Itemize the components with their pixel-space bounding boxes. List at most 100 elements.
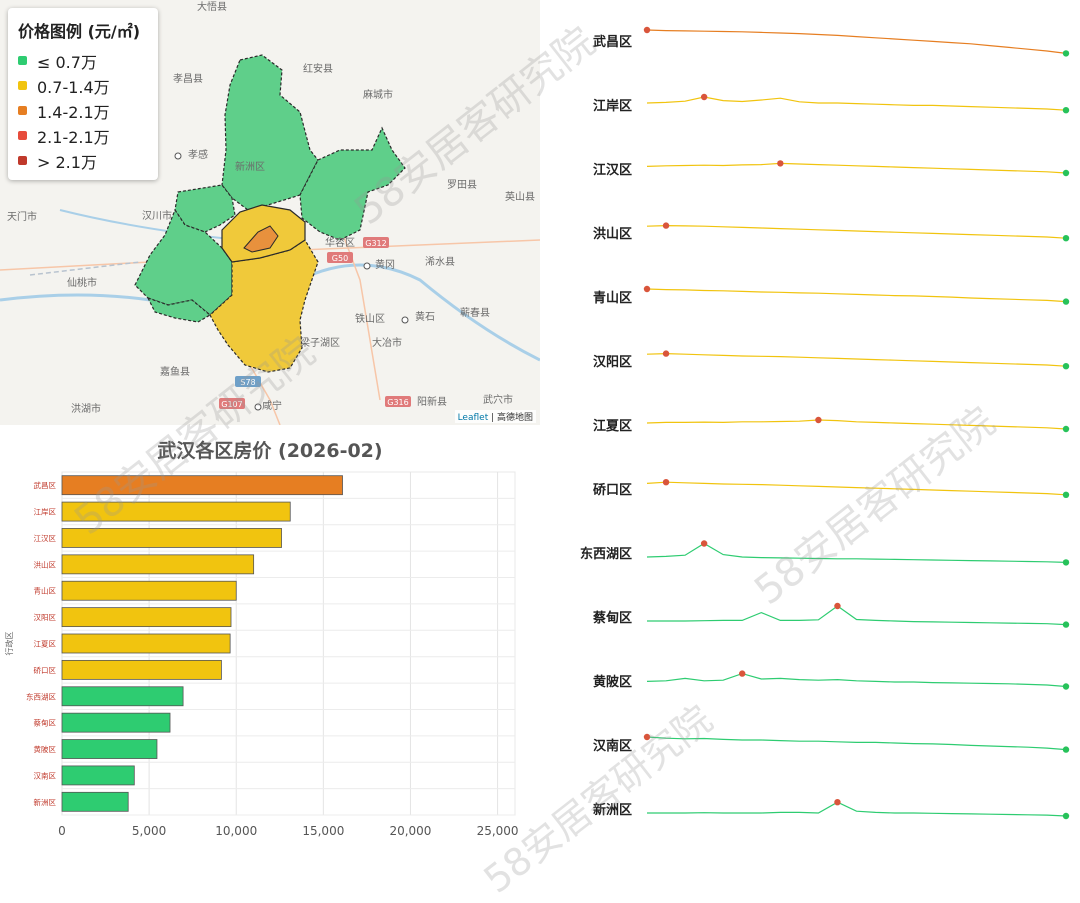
x-tick-label: 15,000: [302, 824, 344, 838]
sparkline-end-marker: [1062, 621, 1070, 628]
sparkline-label: 汉阳区: [593, 354, 632, 370]
legend-label: 0.7-1.4万: [37, 77, 110, 97]
sparkline-end-marker: [1062, 559, 1070, 566]
road-shield: [385, 396, 411, 407]
map-place-label: 仙桃市: [67, 276, 97, 289]
legend-label: ≤ 0.7万: [37, 52, 97, 72]
sparkline-peak-marker: [739, 670, 746, 677]
road-shield-label: S78: [240, 378, 255, 387]
y-tick-label: 黄陂区: [34, 744, 57, 754]
sparkline-end-marker: [1062, 363, 1070, 370]
map-place-label: 阳新县: [417, 395, 447, 408]
sparkline-label: 青山区: [593, 290, 632, 306]
map-attribution[interactable]: Leaflet | 高德地图: [454, 410, 536, 423]
district-price-bar-chart: 武汉各区房价 (2026-02) 0 5,000 10,000 15,000 20,000…: [0, 425, 540, 850]
y-tick-label: 蔡甸区: [34, 718, 57, 728]
y-tick-label: 江汉区: [34, 534, 57, 543]
map-place-label: 大悟县: [197, 0, 227, 13]
road-shield: [219, 398, 245, 409]
map-place-label: 咸宁: [262, 399, 282, 412]
district-caidian: [134, 208, 233, 316]
sparkline-end-marker: [1062, 491, 1070, 498]
legend-swatch: [18, 131, 27, 140]
sparkline-label: 洪山区: [593, 226, 632, 242]
map-place-label: 孝昌县: [173, 73, 203, 85]
map-place-label: 红安县: [303, 62, 333, 75]
road-shield-label: G50: [332, 254, 348, 263]
map-place-label: 嘉鱼县: [160, 365, 190, 378]
map-place-label: 黄冈: [375, 258, 395, 271]
sparkline-label: 新洲区: [593, 802, 632, 818]
city-dot: [254, 403, 262, 411]
leaflet-link[interactable]: Leaflet: [457, 413, 489, 423]
sparkline-peak-marker: [662, 350, 670, 357]
y-tick-label: 青山区: [34, 586, 57, 596]
sparkline-label: 黄陂区: [593, 674, 632, 690]
bar-黄陂区: [61, 739, 158, 759]
sparkline-江汉区: [646, 162, 1067, 174]
sparkline-汉南区: [646, 736, 1067, 751]
road-shield-label: G312: [365, 239, 386, 248]
legend-label: 2.1-2.1万: [37, 127, 110, 147]
price-legend: 价格图例 (元/㎡) ≤ 0.7万 0.7-1.4万 1.4-2.1万 2.1-2.1…: [8, 8, 158, 180]
legend-label: 1.4-2.1万: [37, 102, 110, 122]
sparkline-label: 江夏区: [593, 418, 632, 434]
bar-chart-canvas: 武汉各区房价 (2026-02) 0 5,000 10,000 15,000 20,000…: [4, 439, 519, 838]
y-tick-label: 硚口区: [34, 666, 57, 675]
district-trend-sparklines: 武昌区 江岸区 江汉区 洪山区 青山区 汉阳区 江夏区 硚口区 东西湖区 蔡甸区 黄陂区 汉南区 新洲区: [540, 0, 1080, 850]
road-shield-label: G316: [387, 398, 408, 407]
sparkline-硚口区: [646, 481, 1067, 496]
sparkline-end-marker: [1062, 50, 1070, 57]
map-place-label: 铁山区: [355, 312, 385, 325]
bar-江汉区: [61, 528, 282, 548]
sparkline-江夏区: [646, 419, 1067, 430]
sparkline-end-marker: [1062, 235, 1070, 242]
sparkline-label: 蔡甸区: [592, 610, 632, 626]
y-tick-label: 洪山区: [34, 559, 57, 569]
sparkline-end-marker: [1062, 169, 1070, 177]
sparkline-end-marker: [1062, 425, 1070, 433]
legend-swatch: [18, 106, 27, 115]
bar-武昌区: [61, 475, 343, 496]
legend-swatch: [18, 56, 27, 65]
y-tick-label: 江岸区: [34, 508, 57, 517]
x-tick-label: 10,000: [215, 824, 257, 838]
legend-item: > 2.1万: [18, 148, 148, 173]
road-shield-label: G107: [221, 400, 242, 409]
sparkline-label: 江岸区: [593, 98, 632, 114]
y-tick-label: 江夏区: [34, 640, 57, 649]
sparkline-label: 硚口区: [593, 483, 632, 498]
han-river: [59, 209, 241, 241]
sparkline-peak-marker: [643, 26, 651, 34]
map-place-label: 新洲区: [235, 160, 265, 173]
bar-汉南区: [61, 765, 135, 786]
map-place-label: 英山县: [505, 190, 535, 203]
district-xinzhou: [299, 126, 406, 241]
y-tick-label: 汉阳区: [34, 613, 57, 622]
chart-title: 武汉各区房价 (2026-02): [157, 439, 382, 462]
legend-item: ≤ 0.7万: [18, 48, 148, 73]
legend-label: > 2.1万: [37, 152, 97, 172]
map-place-label: 洪湖市: [71, 402, 101, 415]
map-place-label: 华容区: [325, 236, 355, 249]
bar-东西湖区: [61, 686, 184, 707]
x-tick-label: 20,000: [389, 824, 431, 838]
sparkline-end-marker: [1062, 683, 1070, 690]
district-price-map[interactable]: 大悟县 孝昌县 红安县 麻城市 孝感 新洲区 罗田县 英山县 天门市 汉川市 华容区 黄冈 浠水县 仙桃市…: [0, 0, 540, 425]
bar-洪山区: [61, 554, 255, 575]
y-tick-label: 新洲区: [34, 797, 57, 807]
district-huangpi: [221, 54, 319, 211]
sparkline-peak-marker: [834, 602, 841, 610]
sparkline-peak-marker: [815, 416, 822, 424]
city-dot: [401, 316, 409, 324]
bar-新洲区: [61, 791, 129, 812]
sparkline-label: 江汉区: [593, 162, 632, 178]
legend-item: 2.1-2.1万: [18, 123, 148, 148]
attribution-text: | 高德地图: [488, 413, 533, 423]
sparkline-peak-marker: [643, 733, 651, 741]
map-place-label: 蕲春县: [460, 307, 490, 319]
district-wuchang: [243, 225, 279, 253]
city-dot: [174, 152, 182, 160]
road-shield: [235, 376, 261, 387]
